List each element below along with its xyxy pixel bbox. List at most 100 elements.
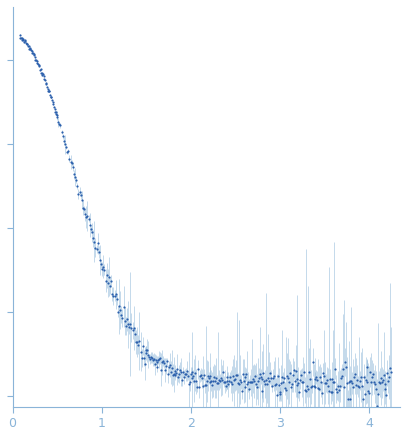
Point	[28, 49, 35, 56]
Point	[134, 338, 140, 345]
Point	[335, 383, 341, 390]
Point	[105, 280, 111, 287]
Point	[379, 377, 386, 384]
Point	[370, 371, 376, 378]
Point	[159, 359, 166, 366]
Point	[300, 378, 306, 385]
Point	[30, 50, 36, 57]
Point	[35, 62, 42, 69]
Point	[48, 93, 55, 100]
Point	[93, 245, 100, 252]
Point	[55, 119, 61, 126]
Point	[364, 378, 371, 385]
Point	[332, 365, 339, 372]
Point	[142, 360, 148, 367]
Point	[317, 374, 324, 381]
Point	[369, 374, 376, 381]
Point	[166, 362, 173, 369]
Point	[99, 265, 105, 272]
Point	[248, 379, 254, 386]
Point	[353, 382, 359, 388]
Point	[146, 354, 152, 361]
Point	[180, 369, 186, 376]
Point	[120, 303, 127, 310]
Point	[379, 379, 385, 386]
Point	[160, 358, 166, 365]
Point	[354, 376, 360, 383]
Point	[284, 372, 290, 379]
Point	[228, 378, 234, 385]
Point	[351, 373, 357, 380]
Point	[198, 371, 204, 378]
Point	[90, 235, 96, 242]
Point	[377, 375, 384, 382]
Point	[62, 141, 68, 148]
Point	[334, 388, 341, 395]
Point	[165, 370, 171, 377]
Point	[249, 379, 255, 386]
Point	[223, 377, 230, 384]
Point	[315, 384, 322, 391]
Point	[272, 380, 279, 387]
Point	[178, 368, 184, 375]
Point	[306, 376, 313, 383]
Point	[279, 373, 286, 380]
Point	[49, 97, 55, 104]
Point	[275, 382, 282, 388]
Point	[61, 137, 67, 144]
Point	[126, 324, 133, 331]
Point	[252, 372, 258, 379]
Point	[310, 382, 317, 389]
Point	[137, 348, 144, 355]
Point	[155, 357, 162, 364]
Point	[329, 388, 336, 395]
Point	[156, 356, 163, 363]
Point	[241, 374, 248, 381]
Point	[269, 382, 275, 389]
Point	[240, 378, 247, 385]
Point	[242, 384, 249, 391]
Point	[88, 225, 94, 232]
Point	[374, 403, 380, 410]
Point	[206, 372, 213, 379]
Point	[361, 373, 367, 380]
Point	[107, 282, 113, 289]
Point	[193, 378, 199, 385]
Point	[295, 379, 302, 386]
Point	[262, 381, 269, 388]
Point	[32, 56, 39, 63]
Point	[344, 395, 351, 402]
Point	[380, 371, 387, 378]
Point	[216, 377, 222, 384]
Point	[112, 291, 119, 298]
Point	[46, 87, 53, 94]
Point	[368, 378, 374, 385]
Point	[213, 375, 219, 382]
Point	[52, 108, 58, 115]
Point	[151, 361, 158, 368]
Point	[41, 76, 48, 83]
Point	[345, 378, 352, 385]
Point	[229, 380, 236, 387]
Point	[37, 66, 44, 73]
Point	[214, 379, 220, 386]
Point	[207, 378, 214, 385]
Point	[119, 315, 126, 322]
Point	[305, 386, 311, 393]
Point	[186, 380, 192, 387]
Point	[98, 260, 104, 267]
Point	[111, 292, 118, 299]
Point	[296, 388, 303, 395]
Point	[92, 244, 98, 251]
Point	[38, 70, 44, 77]
Point	[215, 380, 221, 387]
Point	[81, 206, 88, 213]
Point	[246, 385, 252, 392]
Point	[265, 374, 271, 381]
Point	[44, 86, 51, 93]
Point	[268, 375, 274, 382]
Point	[164, 357, 170, 364]
Point	[188, 375, 195, 382]
Point	[349, 379, 356, 386]
Point	[80, 204, 86, 211]
